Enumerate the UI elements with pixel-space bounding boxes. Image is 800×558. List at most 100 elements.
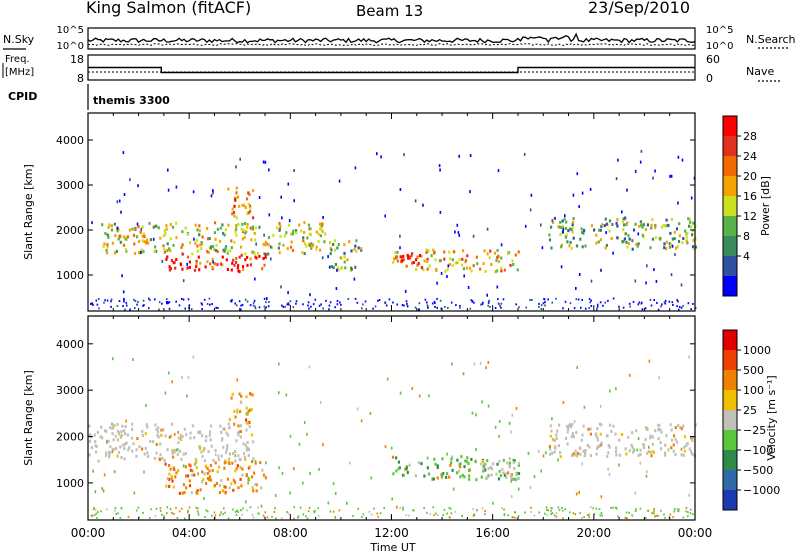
range-cell bbox=[378, 299, 381, 301]
range-cell bbox=[259, 461, 262, 465]
range-cell bbox=[538, 511, 540, 514]
range-cell bbox=[442, 471, 445, 475]
range-cell bbox=[628, 511, 630, 514]
range-cell bbox=[570, 435, 573, 439]
range-cell bbox=[206, 467, 209, 471]
range-cell bbox=[254, 238, 257, 242]
range-cell bbox=[516, 268, 519, 272]
range-cell bbox=[145, 404, 147, 408]
range-cell bbox=[694, 423, 697, 427]
range-cell bbox=[677, 240, 681, 243]
range-cell bbox=[159, 236, 162, 240]
range-cell bbox=[499, 304, 501, 307]
range-cell bbox=[251, 486, 254, 490]
range-cell bbox=[225, 460, 228, 464]
range-cell bbox=[399, 246, 401, 250]
range-cell bbox=[239, 509, 242, 512]
range-cell bbox=[642, 446, 646, 450]
range-cell bbox=[119, 240, 122, 244]
range-cell bbox=[177, 436, 180, 440]
range-cell bbox=[530, 193, 533, 197]
range-cell bbox=[567, 427, 570, 431]
range-cell bbox=[459, 304, 461, 307]
range-cell bbox=[235, 260, 238, 264]
range-cell bbox=[235, 216, 238, 220]
range-cell bbox=[234, 450, 237, 454]
range-cell bbox=[287, 291, 289, 295]
range-cell bbox=[452, 250, 455, 254]
range-cell bbox=[249, 392, 252, 396]
range-cell bbox=[649, 298, 652, 301]
range-cell bbox=[108, 223, 111, 227]
range-cell bbox=[330, 265, 333, 269]
range-cell bbox=[571, 432, 574, 436]
range-cell bbox=[116, 429, 119, 433]
range-cell bbox=[600, 443, 603, 447]
range-cell bbox=[540, 304, 543, 307]
range-cell bbox=[93, 433, 96, 437]
range-cell bbox=[564, 437, 568, 440]
range-cell bbox=[637, 437, 640, 441]
range-cell bbox=[195, 259, 198, 263]
range-cell bbox=[559, 233, 562, 237]
range-cell bbox=[572, 512, 575, 515]
range-cell bbox=[687, 515, 689, 518]
range-cell bbox=[217, 458, 221, 462]
range-cell bbox=[561, 219, 564, 223]
nave-label: Nave bbox=[746, 65, 774, 78]
range-cell bbox=[672, 449, 675, 453]
range-cell bbox=[263, 252, 266, 256]
colorbar-swatch bbox=[723, 470, 737, 491]
noise-left-tick-bottom: 10^0 bbox=[57, 41, 84, 52]
range-cell bbox=[464, 259, 468, 263]
colorbar-swatch bbox=[723, 370, 737, 391]
range-cell bbox=[118, 300, 121, 302]
range-cell bbox=[433, 514, 435, 517]
range-cell bbox=[214, 237, 217, 241]
range-cell bbox=[569, 240, 572, 244]
range-cell bbox=[240, 308, 242, 311]
range-cell bbox=[638, 224, 641, 228]
range-cell bbox=[282, 305, 285, 308]
range-cell bbox=[677, 423, 680, 427]
range-cell bbox=[329, 246, 332, 250]
range-cell bbox=[583, 228, 586, 232]
range-cell bbox=[596, 435, 599, 439]
range-cell bbox=[185, 474, 188, 478]
freq-label-line1: Freq. bbox=[5, 54, 30, 65]
range-cell bbox=[555, 515, 558, 518]
range-cell bbox=[284, 305, 286, 308]
range-cell bbox=[220, 430, 223, 434]
range-cell bbox=[653, 508, 655, 510]
range-cell bbox=[512, 461, 515, 465]
range-cell bbox=[515, 303, 517, 306]
range-cell bbox=[657, 437, 660, 441]
range-cell bbox=[414, 474, 417, 478]
range-cell bbox=[210, 444, 213, 448]
range-cell bbox=[503, 508, 505, 511]
range-cell bbox=[308, 365, 311, 369]
range-cell bbox=[637, 242, 640, 246]
range-cell bbox=[97, 459, 100, 463]
range-cell bbox=[450, 512, 453, 515]
range-cell bbox=[181, 230, 184, 234]
range-cell bbox=[171, 225, 175, 229]
range-cell bbox=[501, 507, 503, 510]
range-cell bbox=[289, 491, 291, 495]
range-cell bbox=[482, 465, 485, 468]
range-cell bbox=[171, 451, 174, 455]
range-cell bbox=[177, 430, 179, 434]
range-cell bbox=[417, 262, 420, 265]
range-cell bbox=[566, 240, 569, 244]
range-cell bbox=[511, 516, 514, 519]
range-cell bbox=[473, 362, 476, 366]
range-cell bbox=[475, 255, 478, 259]
range-cell bbox=[675, 227, 679, 231]
range-cell bbox=[497, 302, 500, 305]
range-cell bbox=[556, 429, 559, 433]
range-cell bbox=[396, 250, 399, 254]
range-cell bbox=[240, 484, 243, 488]
range-cell bbox=[122, 443, 125, 447]
range-cell bbox=[133, 242, 136, 246]
